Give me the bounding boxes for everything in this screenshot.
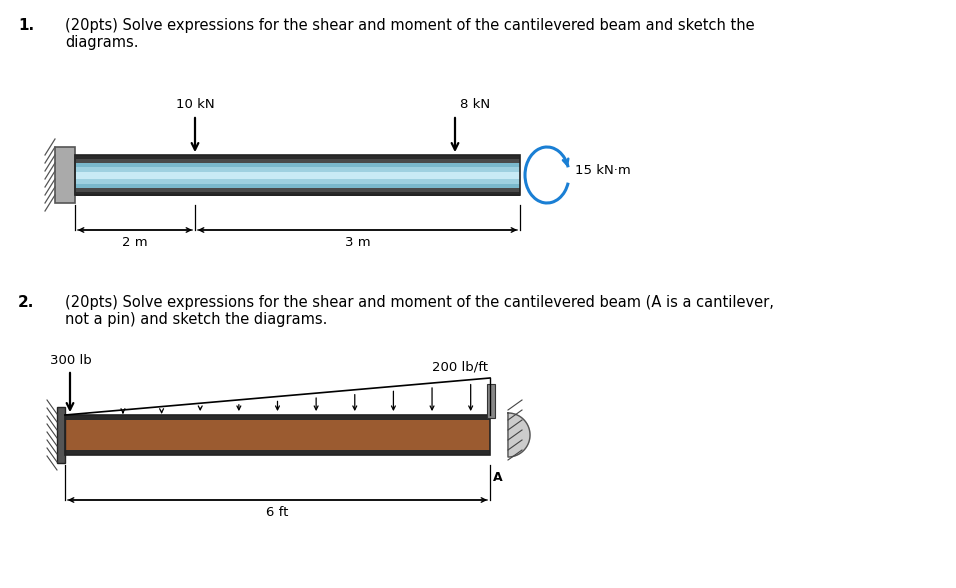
Bar	[75, 160, 520, 162]
Bar	[75, 158, 520, 159]
Bar	[75, 170, 520, 172]
Bar	[75, 185, 520, 186]
Bar	[75, 179, 520, 181]
Bar	[75, 168, 520, 169]
Bar	[75, 164, 520, 165]
Bar	[75, 167, 520, 169]
Bar	[75, 182, 520, 183]
Bar	[75, 165, 520, 166]
Bar	[75, 180, 520, 182]
Bar	[75, 159, 520, 161]
Bar	[75, 177, 520, 179]
Bar	[75, 189, 520, 191]
Text: (20pts) Solve expressions for the shear and moment of the cantilevered beam (A i: (20pts) Solve expressions for the shear …	[65, 295, 773, 328]
Bar	[75, 166, 520, 168]
Text: 6 ft: 6 ft	[267, 506, 289, 519]
Bar	[75, 157, 520, 159]
Text: 200 lb/ft: 200 lb/ft	[432, 361, 488, 374]
Bar	[487, 384, 495, 418]
Bar	[75, 183, 520, 185]
Bar	[75, 188, 520, 189]
Bar	[75, 190, 520, 192]
Text: 10 kN: 10 kN	[176, 98, 214, 111]
Bar	[75, 192, 520, 193]
Bar	[75, 155, 520, 195]
Bar	[65, 450, 490, 455]
Bar	[75, 181, 520, 182]
Bar	[75, 174, 520, 175]
Text: 8 kN: 8 kN	[460, 98, 490, 111]
Bar	[75, 184, 520, 185]
Bar	[75, 186, 520, 188]
Bar	[75, 163, 520, 165]
Text: 1.: 1.	[18, 18, 34, 33]
Polygon shape	[508, 413, 530, 457]
Text: A: A	[493, 471, 503, 484]
Text: 300 lb: 300 lb	[50, 354, 92, 367]
Text: 2.: 2.	[18, 295, 34, 310]
Bar	[75, 193, 520, 195]
Bar	[65, 415, 490, 420]
Bar	[75, 187, 520, 189]
Bar	[75, 176, 520, 178]
Bar	[75, 172, 520, 173]
Bar	[75, 161, 520, 162]
Bar	[75, 178, 520, 179]
Bar	[75, 191, 520, 192]
Bar	[65, 415, 490, 455]
Bar	[75, 162, 520, 163]
Bar	[75, 171, 520, 172]
Bar	[75, 156, 520, 158]
Bar	[75, 155, 520, 156]
Bar	[57, 407, 65, 463]
Bar	[55, 147, 75, 203]
Bar	[75, 173, 520, 175]
Bar	[75, 169, 520, 171]
Text: (20pts) Solve expressions for the shear and moment of the cantilevered beam and : (20pts) Solve expressions for the shear …	[65, 18, 754, 51]
Bar	[75, 194, 520, 195]
Text: 15 kN·m: 15 kN·m	[575, 165, 631, 178]
Text: 2 m: 2 m	[122, 236, 148, 249]
Bar	[75, 175, 520, 176]
Bar	[65, 415, 490, 455]
Text: 3 m: 3 m	[345, 236, 370, 249]
